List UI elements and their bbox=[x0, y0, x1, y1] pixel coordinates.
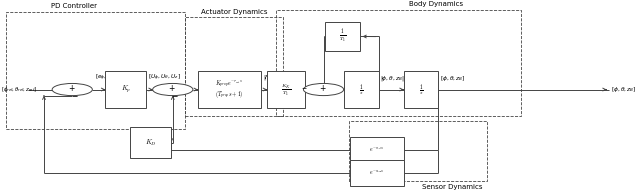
Bar bbox=[198, 71, 260, 108]
Text: $K_D$: $K_D$ bbox=[145, 137, 157, 148]
Bar bbox=[267, 71, 305, 108]
Bar bbox=[404, 71, 438, 108]
Bar bbox=[186, 17, 283, 116]
Bar bbox=[350, 160, 404, 186]
Text: $[\phi_{ref},\theta_{ref},z_{ref}]$: $[\phi_{ref},\theta_{ref},z_{ref}]$ bbox=[1, 85, 37, 94]
Text: $e^{-\tau_{pos}s}$: $e^{-\tau_{pos}s}$ bbox=[369, 169, 385, 177]
Text: $[\phi,\theta,z_B]$: $[\phi,\theta,z_B]$ bbox=[611, 85, 636, 94]
Text: $(T_{prop}s+1)$: $(T_{prop}s+1)$ bbox=[215, 89, 244, 100]
Text: Actuator Dynamics: Actuator Dynamics bbox=[201, 9, 268, 15]
Text: $+$: $+$ bbox=[68, 83, 76, 93]
Text: $K_{prop}e^{-\tau_{act}s}$: $K_{prop}e^{-\tau_{act}s}$ bbox=[216, 79, 243, 90]
Text: PD Controller: PD Controller bbox=[51, 3, 97, 9]
Circle shape bbox=[303, 84, 344, 96]
Bar bbox=[276, 10, 522, 116]
Circle shape bbox=[153, 84, 193, 96]
Bar bbox=[349, 121, 487, 181]
Circle shape bbox=[52, 84, 92, 96]
Text: $-$: $-$ bbox=[71, 90, 79, 99]
Text: $+$: $+$ bbox=[319, 83, 326, 93]
Text: $[\phi,\theta,z_B]$: $[\phi,\theta,z_B]$ bbox=[440, 74, 466, 83]
Text: $|\dot{\phi},\dot{\theta},\dot{z}_B|$: $|\dot{\phi},\dot{\theta},\dot{z}_B|$ bbox=[346, 73, 371, 83]
Bar bbox=[350, 137, 404, 163]
Text: $|F_\phi,F_\theta,F_z|$: $|F_\phi,F_\theta,F_z|$ bbox=[262, 73, 292, 83]
Text: $-$: $-$ bbox=[301, 85, 308, 90]
Text: $-$: $-$ bbox=[172, 90, 179, 99]
Text: Sensor Dynamics: Sensor Dynamics bbox=[422, 184, 483, 190]
Text: $e^{-\tau_{vel}s}$: $e^{-\tau_{vel}s}$ bbox=[369, 146, 385, 154]
Bar bbox=[6, 12, 186, 129]
Text: $\frac{1}{s}$: $\frac{1}{s}$ bbox=[359, 82, 364, 97]
Bar bbox=[325, 22, 360, 51]
Text: $|\phi,\theta,z_B|$: $|\phi,\theta,z_B|$ bbox=[380, 74, 405, 83]
Text: $[e_\phi,e_\theta,e_z]$: $[e_\phi,e_\theta,e_z]$ bbox=[95, 73, 126, 83]
Text: $\frac{K_K}{T_1}$: $\frac{K_K}{T_1}$ bbox=[281, 81, 291, 98]
Bar bbox=[344, 71, 378, 108]
Text: $K_p$: $K_p$ bbox=[120, 84, 131, 95]
Text: $\frac{1}{T_1}$: $\frac{1}{T_1}$ bbox=[339, 28, 346, 45]
Bar bbox=[105, 71, 146, 108]
Text: Body Dynamics: Body Dynamics bbox=[408, 1, 463, 7]
Text: $[U_\phi,U_\theta,U_z]$: $[U_\phi,U_\theta,U_z]$ bbox=[148, 73, 181, 83]
Text: $+$: $+$ bbox=[168, 83, 176, 93]
Text: $\frac{1}{s}$: $\frac{1}{s}$ bbox=[419, 82, 423, 97]
Bar bbox=[131, 127, 171, 158]
